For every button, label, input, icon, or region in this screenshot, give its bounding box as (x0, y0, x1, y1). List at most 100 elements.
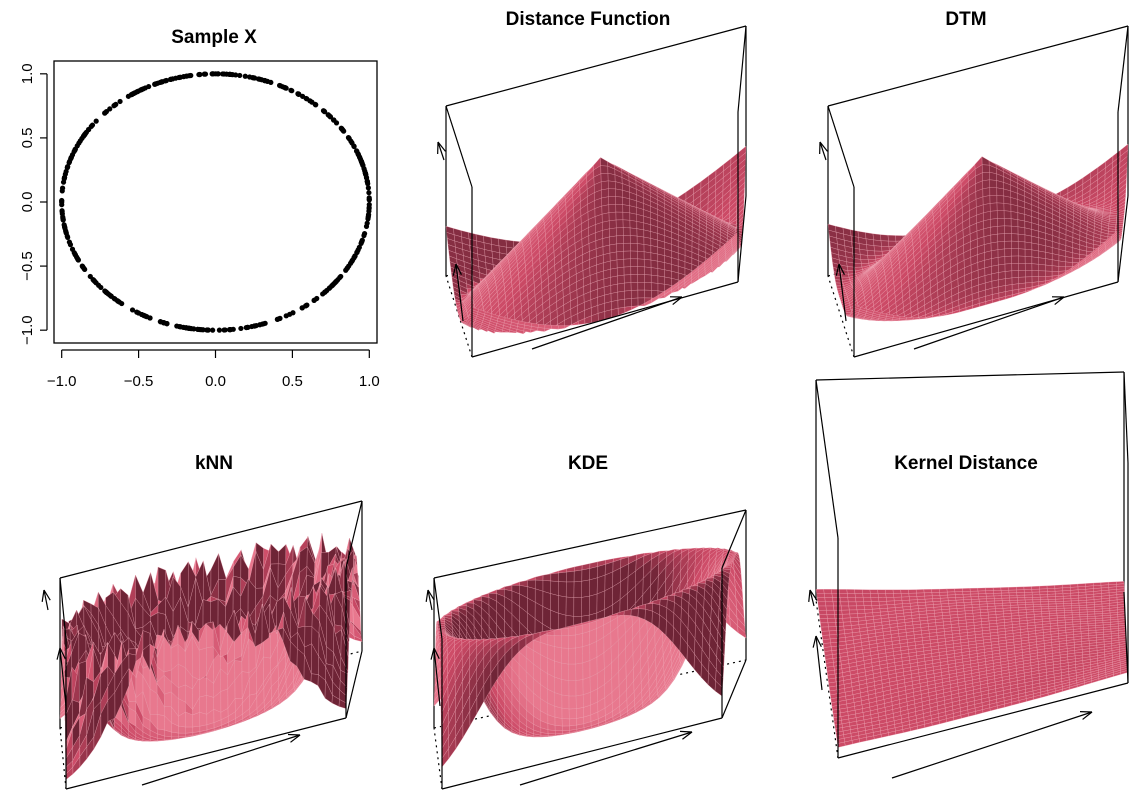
surface-facet (1017, 226, 1026, 236)
surface-facet (860, 259, 869, 264)
surface-facet (600, 165, 609, 174)
surface-facet (600, 173, 609, 182)
data-point (195, 326, 201, 332)
data-point (237, 72, 243, 79)
surface-facet (1004, 233, 1012, 242)
surface-facet (880, 234, 889, 242)
data-point (129, 307, 136, 313)
surface-facet (873, 245, 883, 252)
surface-facet (624, 306, 632, 313)
surface-facet (278, 543, 287, 565)
surface-facet (185, 726, 193, 734)
data-point (158, 319, 164, 325)
surface-facet (1004, 255, 1012, 265)
surface-facet (1045, 258, 1053, 266)
data-point (312, 101, 318, 108)
data-point (282, 85, 288, 91)
data-point (138, 87, 144, 93)
surface-facet (997, 210, 1005, 219)
surface-facet (643, 244, 652, 254)
surface-facet (609, 219, 617, 229)
surface-facet (637, 266, 645, 275)
bounding-box-edge (445, 25, 747, 107)
surface-facet (630, 274, 638, 283)
bounding-box-edge (827, 25, 1129, 107)
surface-facet (270, 543, 279, 565)
surface-facet (610, 267, 618, 278)
surface-facet (657, 283, 665, 292)
surface-facet (644, 274, 652, 283)
surface-facet (1045, 264, 1053, 272)
surface-facet (1011, 255, 1019, 264)
surface-facet (623, 235, 631, 244)
surface-facet (1045, 270, 1053, 277)
z-axis-arrow (819, 141, 827, 161)
data-point (327, 114, 334, 120)
data-point (278, 83, 284, 89)
surface-facet (637, 289, 645, 299)
surface-facet (623, 258, 631, 268)
data-point (61, 222, 67, 228)
surface-facet (1051, 259, 1060, 267)
surface-facet (630, 258, 638, 267)
surface-facet (616, 259, 625, 269)
surface-facet (989, 171, 997, 181)
surface-facet (650, 245, 658, 255)
surface-facet (1065, 261, 1073, 267)
data-point (361, 230, 368, 237)
surface-facet (664, 276, 672, 286)
surface-facet (601, 188, 609, 199)
data-point (247, 74, 253, 80)
surface-facet (1011, 263, 1019, 271)
surface-facet (982, 187, 991, 198)
data-point (355, 247, 361, 253)
surface-facet (623, 250, 631, 260)
surface-facet (1018, 270, 1026, 278)
surface-facet (1011, 233, 1019, 242)
surface-facet (990, 241, 999, 252)
surface-facet (906, 317, 914, 320)
surface-facet (601, 180, 609, 191)
surface-facet (1024, 256, 1033, 264)
surface-facet (601, 196, 609, 207)
data-point (77, 138, 83, 144)
data-point (117, 98, 123, 105)
data-point (93, 118, 99, 124)
surface-facet (1058, 266, 1066, 272)
surface-facet (609, 227, 617, 238)
data-point (362, 170, 368, 176)
surface-facet (1038, 270, 1046, 277)
data-point (365, 185, 371, 191)
data-point (74, 143, 80, 149)
surface-facet (617, 266, 625, 277)
surface-facet (1038, 250, 1046, 259)
data-point (287, 311, 293, 317)
data-point (81, 265, 87, 272)
data-point (65, 234, 71, 240)
data-point (202, 71, 209, 77)
x-tick-label: −0.5 (124, 373, 154, 390)
surface-facet (544, 324, 552, 329)
data-point (221, 71, 227, 77)
surface-facet (859, 248, 868, 256)
surface-facet (1004, 225, 1012, 234)
surface-facet (657, 268, 665, 278)
surface-facet (996, 195, 1005, 204)
data-point (75, 256, 81, 263)
surface-facet (164, 739, 172, 741)
surface-facet (505, 239, 515, 249)
data-point (205, 327, 211, 333)
data-point (86, 126, 92, 133)
data-point (366, 208, 372, 214)
data-point (359, 237, 365, 243)
surface-facet (608, 196, 616, 205)
surface-facet (617, 274, 625, 285)
surface-facet (997, 241, 1005, 250)
surface-facet (866, 244, 875, 252)
x-tick-label: −1.0 (47, 373, 77, 390)
data-point (186, 325, 192, 331)
data-point (268, 79, 274, 86)
data-point (68, 156, 74, 162)
surface-facet (644, 282, 652, 291)
surface-facet (644, 259, 652, 268)
